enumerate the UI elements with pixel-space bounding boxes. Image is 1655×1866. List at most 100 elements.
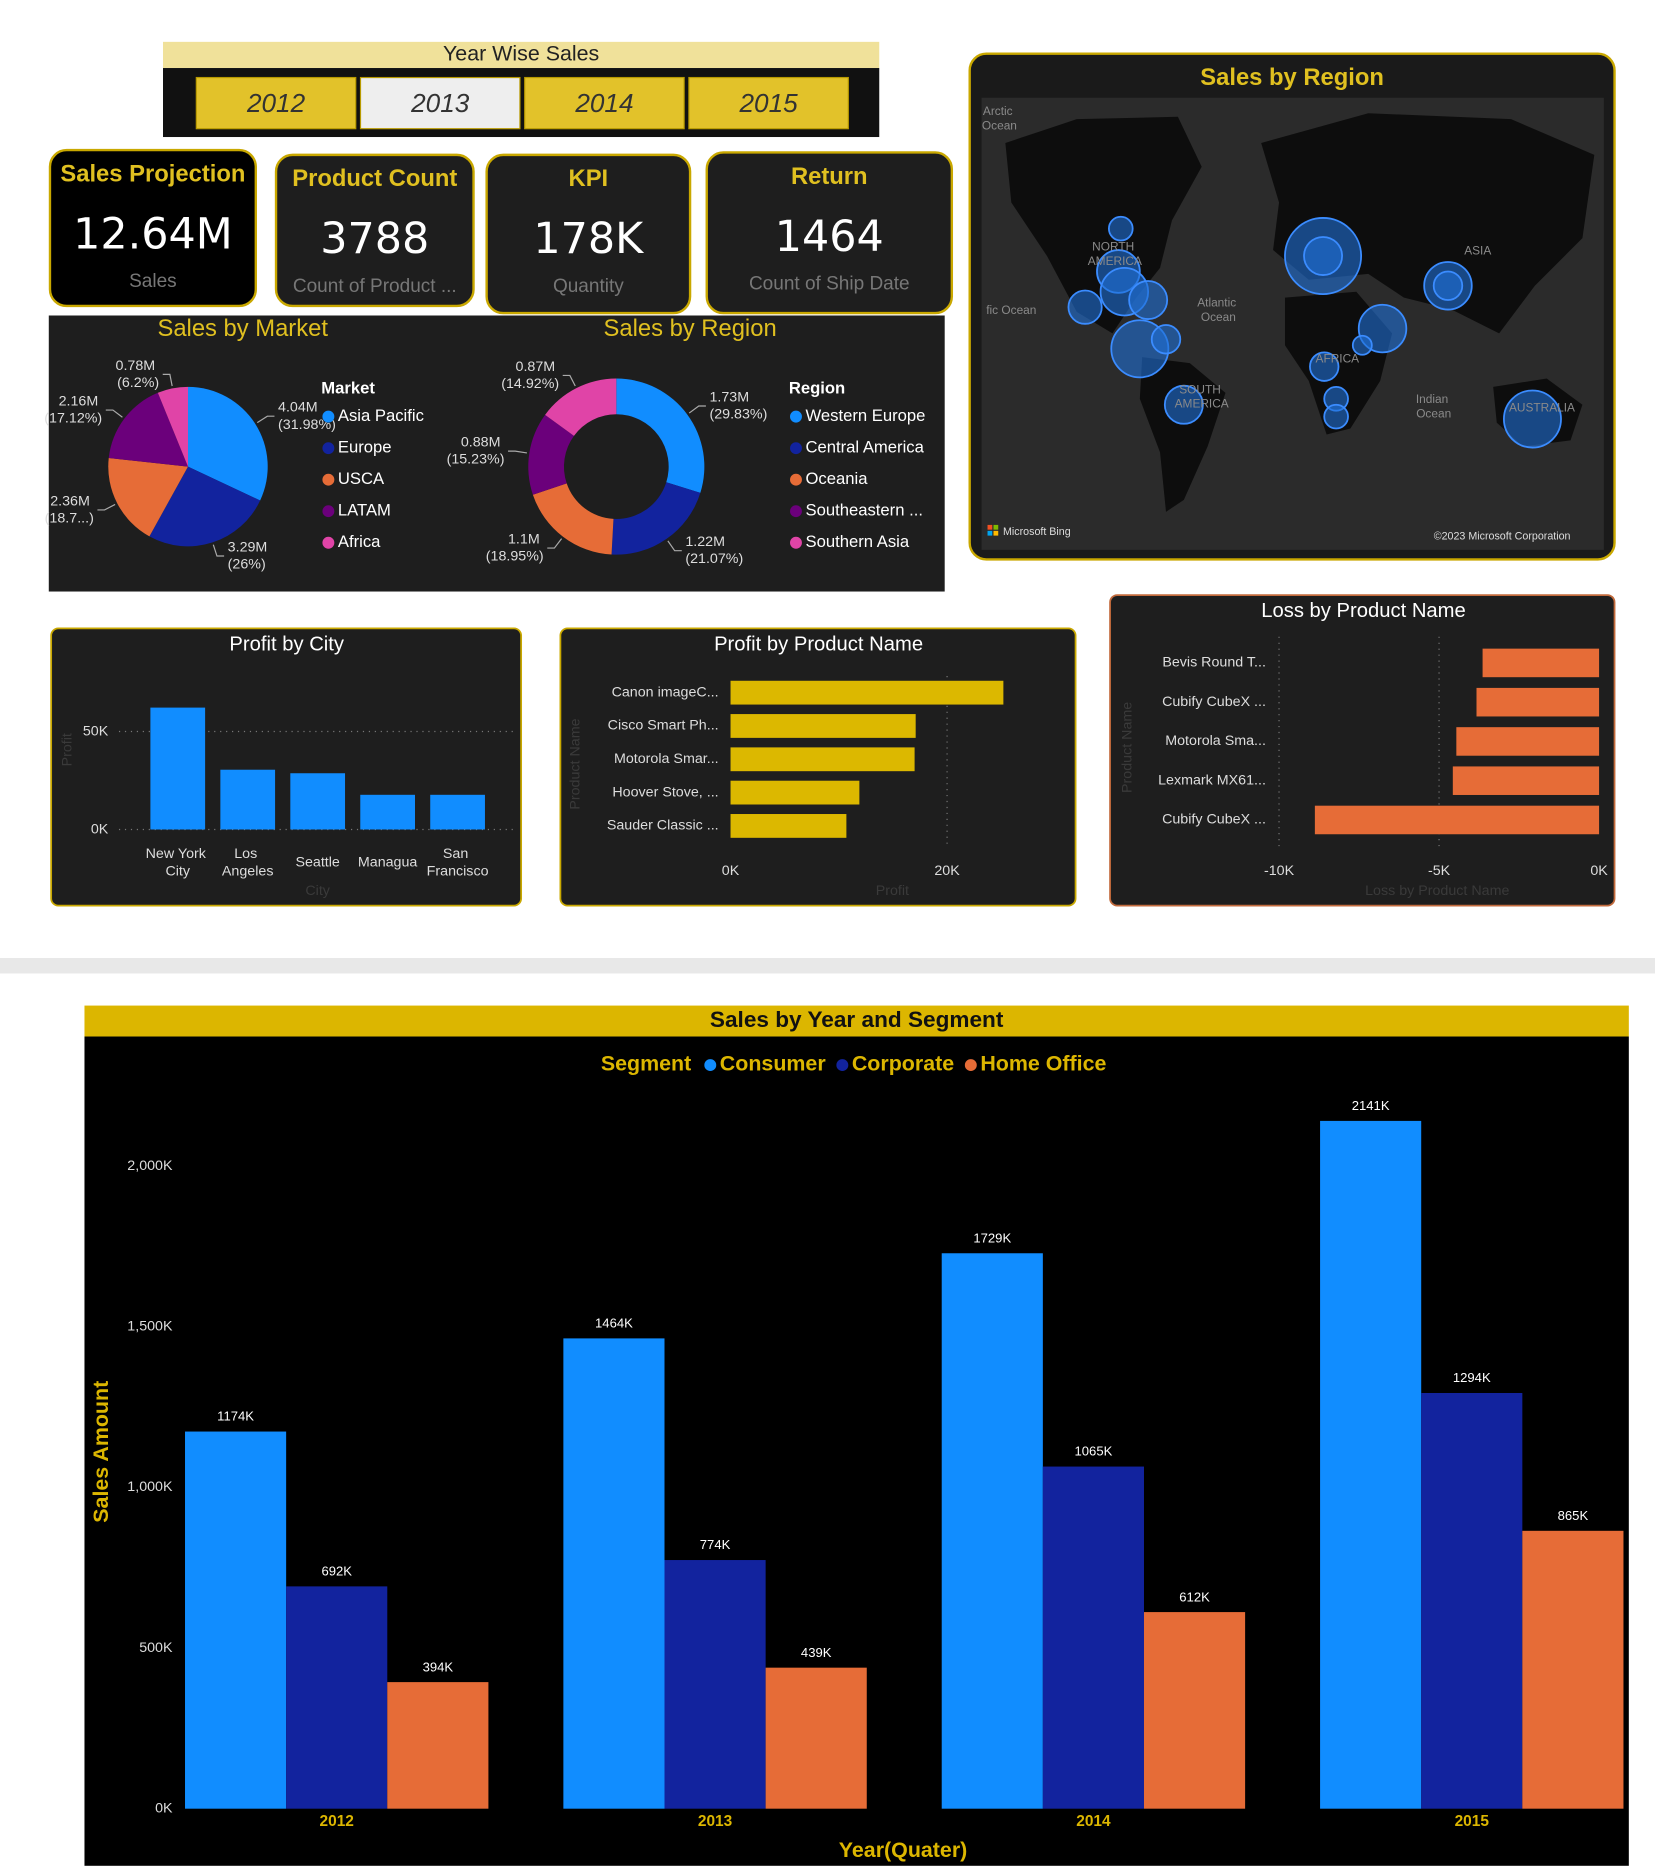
text-line: Ocean: [982, 118, 1017, 132]
legend-label: Central America: [805, 438, 924, 457]
y-tick-label: Bevis Round T...: [1162, 655, 1266, 671]
bar: [1456, 727, 1600, 756]
data-label: 1464K: [595, 1316, 633, 1331]
map-place-label: Arctic Ocean: [982, 104, 1017, 132]
legend-label: Western Europe: [805, 406, 925, 425]
segment-header: [84, 1005, 1629, 1037]
text-line: (31.98%): [278, 417, 336, 433]
map-bubble: [1309, 351, 1340, 382]
map-bubble: [1163, 384, 1204, 425]
x-tick-label: Seattle: [295, 855, 339, 871]
pie-slice: [157, 386, 188, 467]
text-line: City: [165, 863, 190, 879]
legend-label: Corporate: [852, 1052, 954, 1076]
pie-slice: [108, 392, 188, 467]
legend-marker: [322, 473, 335, 486]
map-place-label: ASIA: [1464, 243, 1491, 257]
y-tick-label: 0K: [155, 1800, 173, 1816]
legend-title: Segment: [601, 1052, 691, 1076]
map-title: Sales by Region: [1200, 64, 1384, 91]
y-tick-label: Sauder Classic ...: [607, 818, 719, 834]
pie-slice: [611, 482, 701, 555]
leader-line: [508, 450, 528, 454]
slicer-item: 2015: [739, 88, 799, 118]
slicer-button: [688, 76, 849, 130]
legend-label: Southeastern ...: [805, 501, 922, 520]
data-label: 865K: [1558, 1508, 1589, 1523]
legend-label: Consumer: [720, 1052, 826, 1076]
map-bubble: [1128, 280, 1169, 320]
pie-slice: [528, 414, 574, 495]
legend-marker: [790, 410, 802, 423]
legend-marker: [964, 1059, 977, 1072]
legend-marker: [322, 442, 335, 455]
page-separator: [0, 957, 1655, 974]
text-line: 4.04M: [278, 399, 322, 415]
pie-slice: [532, 483, 614, 555]
y-tick-label: Cubify CubeX ...: [1162, 694, 1266, 710]
city-panel: [50, 627, 523, 907]
card-label: Sales: [129, 271, 177, 292]
x-tick-label: 2015: [1455, 1813, 1490, 1830]
map-place-label: AFRICA: [1316, 352, 1360, 366]
text-line: Ocean: [1201, 310, 1236, 324]
y-tick-label: 500K: [139, 1640, 173, 1656]
leader-line: [562, 374, 576, 387]
map-bubble: [1150, 324, 1182, 355]
bar: [1143, 1612, 1246, 1809]
legend-marker: [322, 410, 335, 423]
bar: [1042, 1466, 1144, 1809]
leader-line: [667, 540, 682, 552]
text-line: (18.7...): [45, 510, 94, 526]
y-tick-label: Canon imageC...: [612, 684, 719, 700]
bar: [730, 714, 916, 738]
leader-line: [212, 544, 225, 557]
data-label: 1065K: [1075, 1444, 1113, 1459]
pie-slice: [108, 457, 188, 537]
text-line: (6.2%): [117, 375, 159, 391]
legend-label: Africa: [338, 532, 381, 551]
chart-title: Profit by City: [229, 633, 344, 655]
x-tick-label: -5K: [1428, 863, 1451, 879]
card-title: Product Count: [292, 165, 457, 192]
text-line: Los: [234, 846, 261, 862]
text-line: 2.36M: [50, 493, 94, 509]
x-tick-label: Managua: [358, 855, 418, 871]
bar: [1320, 1120, 1422, 1809]
legend-marker: [790, 442, 802, 455]
map-bubble: [1107, 215, 1134, 242]
legend-label: Southern Asia: [805, 532, 909, 551]
bar: [220, 769, 276, 830]
map-attribution: ©2023 Microsoft Corporation: [1434, 531, 1571, 543]
slicer-button: [524, 76, 685, 130]
y-tick-label: 1,000K: [127, 1479, 173, 1495]
bar: [290, 773, 346, 830]
south-america: [1139, 357, 1226, 512]
card-label: Count of Product ...: [293, 276, 457, 297]
map-bubble: [1432, 270, 1464, 301]
bar: [1452, 766, 1600, 795]
bar: [1522, 1530, 1624, 1809]
data-label: 4.04M (31.98%): [278, 399, 336, 432]
text-line: Indian: [1416, 392, 1452, 406]
text-line: Arctic: [983, 104, 1016, 118]
data-label: 2.16M (17.12%): [44, 393, 102, 426]
text-line: 1.22M: [685, 534, 729, 550]
data-label: 0.87M (14.92%): [501, 359, 559, 392]
legend-label: Home Office: [980, 1052, 1106, 1076]
text-line: Atlantic: [1197, 296, 1239, 310]
leader-line: [97, 503, 116, 511]
bar: [286, 1586, 388, 1809]
text-line: (18.95%): [486, 548, 544, 564]
x-tick-label: New York City: [146, 846, 210, 879]
text-line: 1.1M: [508, 531, 544, 547]
card-value: 1464: [775, 212, 884, 262]
leader-line: [688, 405, 706, 414]
card-label: Quantity: [553, 276, 624, 297]
pie-slice: [616, 378, 705, 493]
text-line: San: [443, 846, 472, 862]
map-bubbles: [1067, 215, 1562, 449]
legend-label: Europe: [338, 438, 392, 457]
y-tick-label: Motorola Sma...: [1165, 733, 1266, 749]
text-line: SOUTH: [1179, 383, 1224, 397]
